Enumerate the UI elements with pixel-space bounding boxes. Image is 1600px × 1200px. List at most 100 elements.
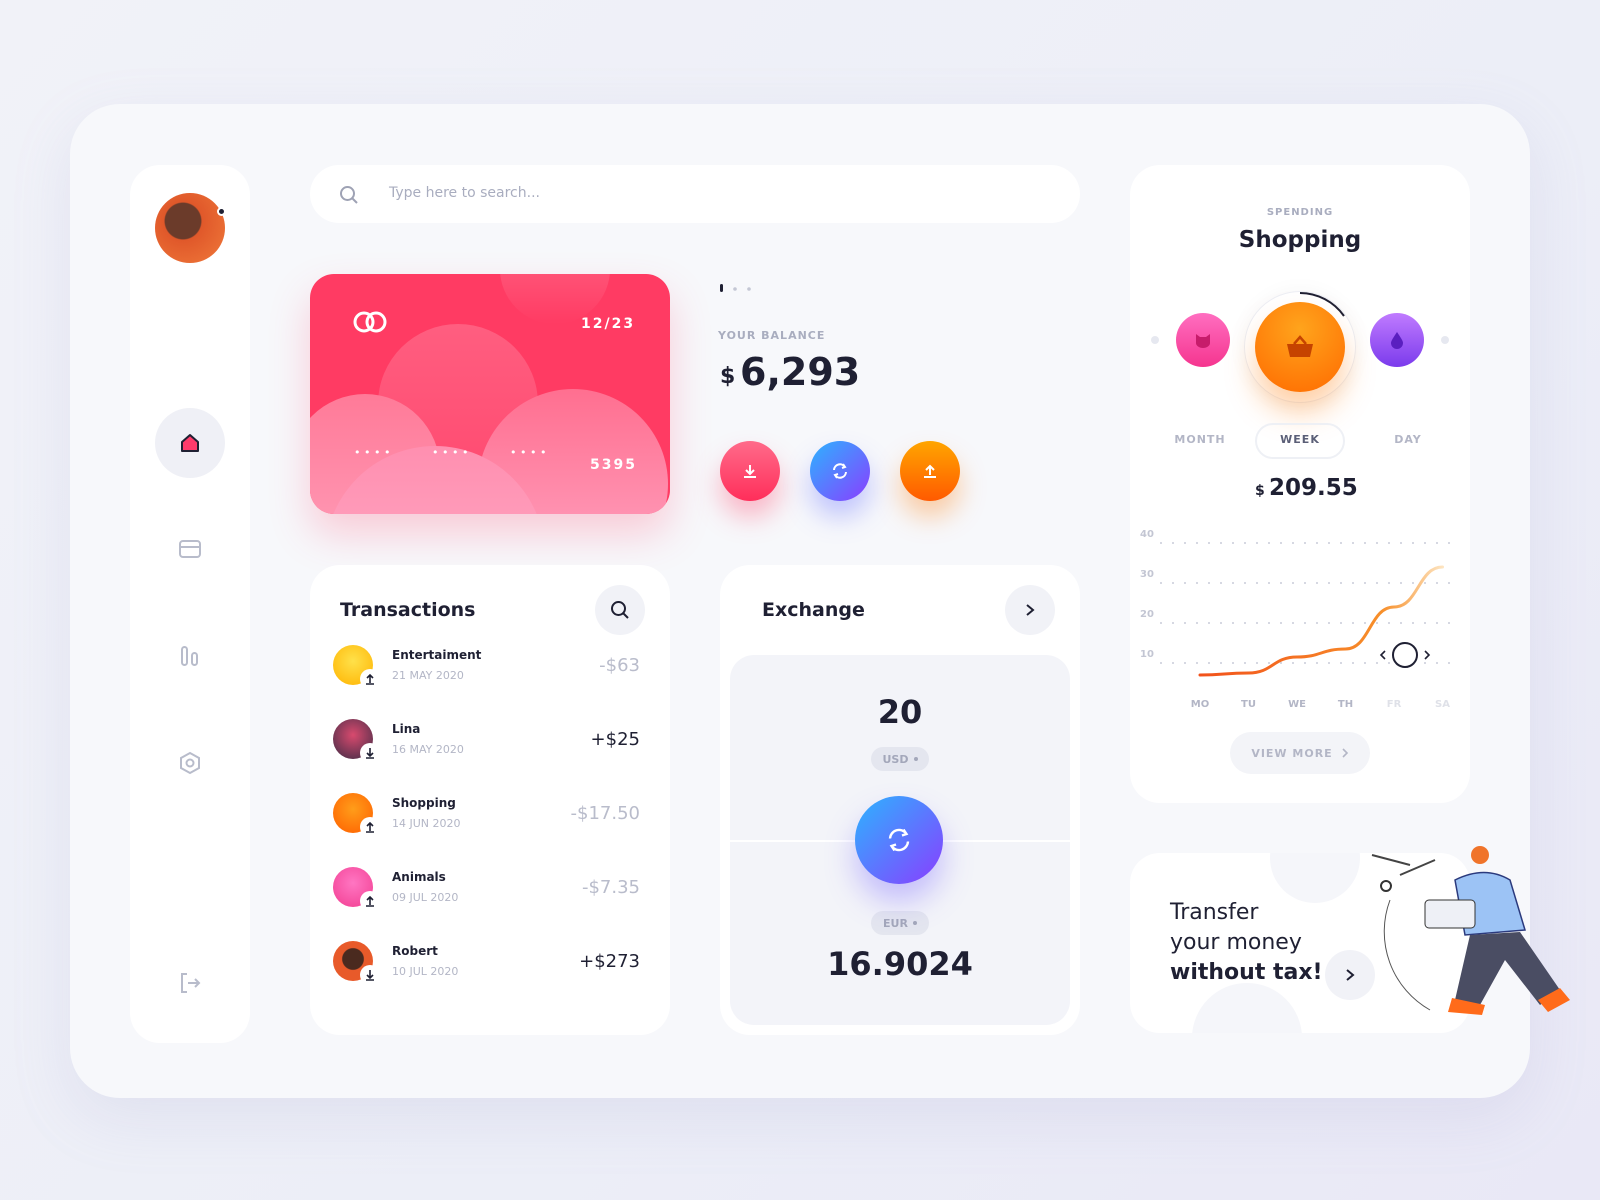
spending-line — [1198, 565, 1444, 677]
send-button[interactable] — [900, 441, 960, 501]
y-tick-label: 30 — [1140, 569, 1154, 580]
y-tick-label: 10 — [1140, 649, 1154, 660]
from-amount: 20 — [877, 693, 923, 731]
arrow — [366, 748, 374, 759]
view-more-button[interactable]: VIEW MORE — [1230, 732, 1370, 774]
carousel-dot — [1151, 336, 1159, 344]
to-currency-pill[interactable]: EUR — [871, 911, 929, 935]
to-amount: 16.9024 — [827, 945, 973, 983]
avatar[interactable] — [155, 193, 225, 263]
basket-icon — [1287, 335, 1313, 357]
transaction-name: Lina — [392, 722, 421, 736]
pill-dot — [912, 921, 917, 925]
y-tick-label: 20 — [1140, 609, 1154, 620]
spending-amount: 209.55 — [1269, 475, 1358, 501]
y-tick-label: 40 — [1140, 529, 1154, 540]
status-dot — [217, 207, 226, 216]
card-mask: • • • • — [510, 446, 547, 459]
shopping-category[interactable] — [1255, 302, 1345, 392]
arrow — [366, 970, 374, 981]
transaction-direction — [360, 817, 380, 837]
active-ring — [1244, 291, 1356, 403]
x-tick-label: WE — [1288, 699, 1306, 710]
promo-next[interactable] — [1325, 950, 1375, 1000]
transaction-direction — [360, 891, 380, 911]
transaction-date: 21 MAY 2020 — [392, 669, 464, 682]
exchange-button[interactable] — [810, 441, 870, 501]
bank-card[interactable]: 12/23 • • • • • • • • • • • • 5395 — [310, 274, 670, 514]
arrow — [366, 673, 374, 685]
transactions-title: Transactions — [340, 599, 476, 621]
transaction-name: Shopping — [392, 796, 456, 810]
animals-category[interactable] — [1176, 313, 1230, 367]
promo-bubble — [1192, 983, 1302, 1033]
search-icon — [611, 601, 629, 619]
spending-panel: SPENDING Shopping MONTH WEEK DAY $ 209.5… — [1130, 165, 1470, 803]
view-more-label: VIEW MORE — [1251, 746, 1333, 760]
card-mask: • • • • — [432, 446, 469, 459]
drop-icon — [1391, 332, 1403, 349]
from-currency-pill[interactable]: USD — [871, 747, 929, 771]
transaction-date: 10 JUL 2020 — [392, 965, 459, 978]
pill-dot — [913, 757, 918, 761]
direction-icon — [366, 970, 374, 981]
transactions-search[interactable] — [595, 585, 645, 635]
direction-icon — [366, 821, 374, 833]
deposit-button[interactable] — [720, 441, 780, 501]
x-tick-label: TH — [1338, 699, 1353, 710]
period-tab[interactable]: DAY — [1394, 433, 1422, 446]
card-mask: • • • • — [354, 446, 391, 459]
transaction-name: Entertaiment — [392, 648, 482, 662]
home-icon — [181, 434, 199, 452]
progress-arc — [1299, 292, 1345, 317]
spending-currency: $ — [1255, 483, 1265, 499]
transaction-name: Robert — [392, 944, 438, 958]
period-tab[interactable]: WEEK — [1280, 433, 1320, 446]
chevron-icon — [1342, 748, 1348, 758]
exchange-next[interactable] — [1005, 585, 1055, 635]
to-currency: EUR — [883, 916, 908, 930]
drops-category[interactable] — [1370, 313, 1424, 367]
search-icon — [340, 186, 358, 204]
promo-panel: Transfer your money without tax! — [1130, 853, 1470, 1033]
swap-button[interactable] — [855, 796, 943, 884]
from-currency: USD — [882, 752, 909, 766]
search-placeholder: Type here to search... — [389, 185, 540, 201]
nav-settings[interactable] — [178, 751, 202, 775]
transaction-amount: -$17.50 — [570, 803, 640, 824]
nav-logout[interactable] — [178, 972, 202, 994]
chevron-icon — [1026, 604, 1035, 616]
transaction-amount: +$273 — [579, 951, 640, 972]
x-tick-label: SA — [1435, 699, 1450, 710]
download-icon — [744, 465, 756, 478]
direction-icon — [366, 895, 374, 907]
x-tick-label: TU — [1241, 699, 1256, 710]
pager-dots — [720, 284, 751, 292]
transaction-direction — [360, 743, 380, 763]
nav-cards[interactable] — [179, 539, 201, 559]
swap-icon — [888, 828, 910, 852]
x-tick-label: MO — [1191, 699, 1209, 710]
carousel-dot — [1441, 336, 1449, 344]
balance-currency: $ — [720, 364, 736, 389]
exchange-title: Exchange — [762, 599, 865, 621]
cat-icon — [1196, 334, 1210, 348]
transaction-date: 09 JUL 2020 — [392, 891, 459, 904]
spending-category: Shopping — [1238, 227, 1362, 253]
transaction-date: 16 MAY 2020 — [392, 743, 464, 756]
chevron-icon — [1346, 969, 1355, 981]
balance-amount: 6,293 — [740, 350, 861, 394]
chart-handle — [1392, 642, 1418, 668]
nav-home[interactable] — [155, 408, 225, 478]
swap-icon — [833, 463, 847, 479]
transactions-panel: Transactions Entertaiment 21 MAY 2020 -$63… — [310, 565, 670, 1035]
transaction-amount: -$63 — [599, 655, 640, 676]
promo-line: Transfer — [1170, 900, 1259, 925]
period-tab[interactable]: MONTH — [1174, 433, 1226, 446]
nav-stats[interactable] — [180, 645, 200, 667]
handle-chevrons — [1379, 650, 1431, 660]
exchange-panel: Exchange 20 USD EUR 16.9024 — [720, 565, 1080, 1035]
search-bar[interactable] — [310, 165, 1080, 223]
transaction-direction — [360, 965, 380, 985]
